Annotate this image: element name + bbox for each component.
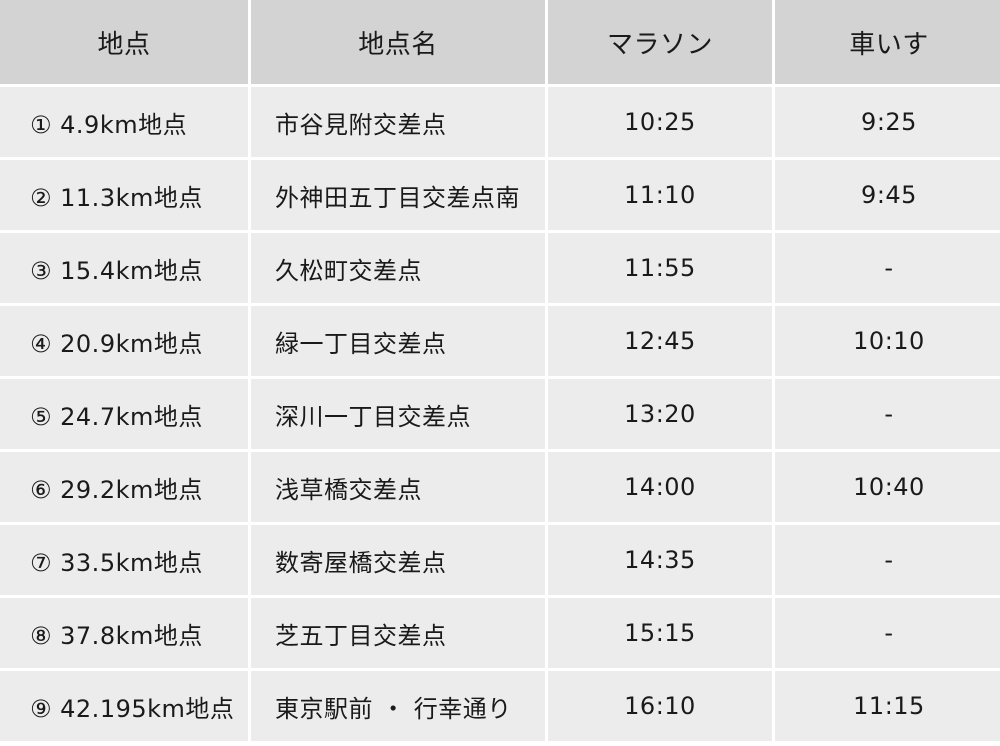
- row-wheelchair-time: 10:40: [775, 452, 1000, 522]
- row-point: ⑥ 29.2km地点: [0, 452, 248, 522]
- row-point: ② 11.3km地点: [0, 160, 248, 230]
- row-marathon-time: 11:55: [548, 233, 772, 303]
- header-point-name: 地点名: [251, 0, 545, 84]
- header-marathon: マラソン: [548, 0, 772, 84]
- row-wheelchair-time: -: [775, 233, 1000, 303]
- row-point-name: 久松町交差点: [251, 233, 545, 303]
- row-point-name: 芝五丁目交差点: [251, 598, 545, 668]
- row-point-name: 外神田五丁目交差点南: [251, 160, 545, 230]
- row-point: ⑤ 24.7km地点: [0, 379, 248, 449]
- row-marathon-time: 11:10: [548, 160, 772, 230]
- row-point-name: 深川一丁目交差点: [251, 379, 545, 449]
- row-wheelchair-time: -: [775, 379, 1000, 449]
- row-wheelchair-time: -: [775, 598, 1000, 668]
- row-point: ① 4.9km地点: [0, 87, 248, 157]
- row-marathon-time: 16:10: [548, 671, 772, 741]
- row-marathon-time: 13:20: [548, 379, 772, 449]
- row-marathon-time: 14:00: [548, 452, 772, 522]
- row-wheelchair-time: -: [775, 525, 1000, 595]
- row-point-name: 数寄屋橋交差点: [251, 525, 545, 595]
- row-point-name: 浅草橋交差点: [251, 452, 545, 522]
- row-point: ⑨ 42.195km地点: [0, 671, 248, 741]
- row-wheelchair-time: 9:45: [775, 160, 1000, 230]
- row-point: ⑧ 37.8km地点: [0, 598, 248, 668]
- row-marathon-time: 14:35: [548, 525, 772, 595]
- header-point: 地点: [0, 0, 248, 84]
- header-wheelchair: 車いす: [775, 0, 1000, 84]
- row-marathon-time: 15:15: [548, 598, 772, 668]
- row-marathon-time: 10:25: [548, 87, 772, 157]
- row-point-name: 東京駅前 ・ 行幸通り: [251, 671, 545, 741]
- row-wheelchair-time: 10:10: [775, 306, 1000, 376]
- row-wheelchair-time: 11:15: [775, 671, 1000, 741]
- row-point: ⑦ 33.5km地点: [0, 525, 248, 595]
- row-marathon-time: 12:45: [548, 306, 772, 376]
- row-point: ③ 15.4km地点: [0, 233, 248, 303]
- row-point-name: 緑一丁目交差点: [251, 306, 545, 376]
- row-point-name: 市谷見附交差点: [251, 87, 545, 157]
- row-wheelchair-time: 9:25: [775, 87, 1000, 157]
- row-point: ④ 20.9km地点: [0, 306, 248, 376]
